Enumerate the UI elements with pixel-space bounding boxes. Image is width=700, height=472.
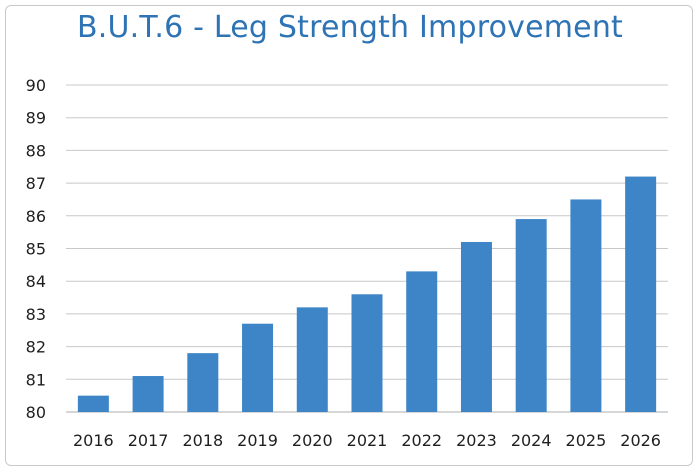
y-tick-label: 81 <box>26 370 46 389</box>
bar-2024 <box>515 219 547 412</box>
bar-2026 <box>625 176 657 412</box>
y-tick-label: 89 <box>26 109 46 128</box>
gridlines <box>66 84 668 413</box>
x-tick-label: 2020 <box>292 431 333 450</box>
y-tick-label: 88 <box>26 141 46 160</box>
x-tick-label: 2017 <box>128 431 169 450</box>
y-tick-label: 82 <box>26 338 46 357</box>
y-tick-label: 90 <box>26 76 46 95</box>
x-tick-label: 2021 <box>347 431 388 450</box>
x-tick-label: 2019 <box>237 431 278 450</box>
x-tick-label: 2023 <box>456 431 497 450</box>
y-tick-label: 87 <box>26 174 46 193</box>
x-tick-label: 2018 <box>182 431 223 450</box>
y-tick-label: 80 <box>26 403 46 422</box>
y-tick-label: 85 <box>26 240 46 259</box>
x-tick-label: 2016 <box>73 431 114 450</box>
bar-2017 <box>132 376 164 412</box>
bar-2023 <box>460 241 492 412</box>
bar-2025 <box>570 199 602 412</box>
x-tick-label: 2025 <box>566 431 607 450</box>
x-tick-label: 2024 <box>511 431 552 450</box>
bar-2021 <box>351 294 383 412</box>
x-tick-label: 2026 <box>620 431 661 450</box>
x-tick-label: 2022 <box>401 431 442 450</box>
bar-2020 <box>296 307 328 412</box>
x-axis-labels: 2016 2017 2018 2019 2020 2021 2022 2023 2024 2025… <box>73 431 661 450</box>
bar-2018 <box>187 353 219 412</box>
bar-2019 <box>242 323 274 412</box>
bars <box>77 176 657 412</box>
y-axis-labels: 80 81 82 83 84 85 86 87 88 89 90 <box>26 76 46 422</box>
bar-2016 <box>77 395 109 412</box>
y-tick-label: 86 <box>26 207 46 226</box>
y-tick-label: 83 <box>26 305 46 324</box>
y-tick-label: 84 <box>26 272 46 291</box>
chart-title: B.U.T.6 - Leg Strength Improvement <box>76 10 624 45</box>
bar-2022 <box>406 271 438 412</box>
